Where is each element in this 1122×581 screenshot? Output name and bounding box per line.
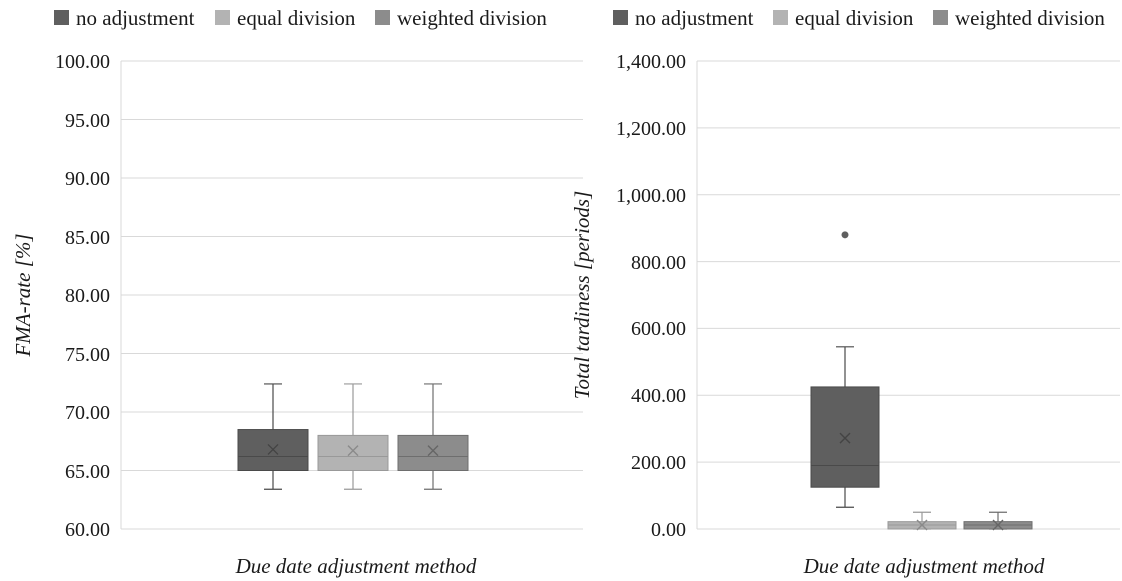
legend-swatch-no-adjustment <box>54 10 69 25</box>
legend-swatch-weighted-division <box>375 10 390 25</box>
box-iqr <box>397 434 469 471</box>
y-axis-ticks: 1,400.00 1,200.00 1,000.00 800.00 600.00… <box>616 51 686 541</box>
y-tick-label: 200.00 <box>631 452 686 474</box>
y-tick-label: 0.00 <box>651 519 686 541</box>
legend-swatch-equal-division <box>215 10 230 25</box>
y-tick-label: 100.00 <box>55 51 110 73</box>
mean-marker <box>839 432 851 444</box>
y-tick-label: 95.00 <box>65 110 110 132</box>
y-axis-title: FMA-rate [%] <box>11 233 35 357</box>
mean-marker <box>916 519 928 531</box>
legend-label-equal-division: equal division <box>795 6 914 30</box>
mean-marker <box>992 519 1004 531</box>
boxes <box>810 231 1033 531</box>
mean-marker <box>267 443 279 455</box>
legend-swatch-equal-division <box>773 10 788 25</box>
chart-total-tardiness: no adjustment equal division weighted di… <box>570 6 1120 578</box>
y-tick-label: 75.00 <box>65 344 110 366</box>
legend: no adjustment equal division weighted di… <box>613 6 1105 30</box>
boxes <box>237 383 469 490</box>
mean-marker <box>347 445 359 457</box>
gridlines <box>121 60 583 530</box>
y-tick-label: 60.00 <box>65 519 110 541</box>
legend-label-no-adjustment: no adjustment <box>635 6 754 30</box>
y-tick-label: 600.00 <box>631 318 686 340</box>
y-tick-label: 80.00 <box>65 285 110 307</box>
y-tick-label: 90.00 <box>65 168 110 190</box>
box-no-adjustment <box>237 383 309 490</box>
legend-swatch-no-adjustment <box>613 10 628 25</box>
mean-marker <box>427 445 439 457</box>
box-equal-division <box>887 511 957 531</box>
y-tick-label: 1,200.00 <box>616 118 686 140</box>
box-weighted-division <box>397 383 469 490</box>
box-weighted-division <box>963 511 1033 531</box>
legend-label-weighted-division: weighted division <box>397 6 547 30</box>
gridlines <box>697 60 1120 530</box>
x-axis-title: Due date adjustment method <box>803 554 1045 578</box>
y-tick-label: 70.00 <box>65 402 110 424</box>
y-tick-label: 1,400.00 <box>616 51 686 73</box>
y-tick-label: 85.00 <box>65 227 110 249</box>
box-iqr <box>317 434 389 471</box>
legend-label-no-adjustment: no adjustment <box>76 6 195 30</box>
y-tick-label: 65.00 <box>65 461 110 483</box>
x-axis-title: Due date adjustment method <box>235 554 477 578</box>
y-tick-label: 1,000.00 <box>616 185 686 207</box>
chart-fma-rate: no adjustment equal division weighted di… <box>11 6 583 578</box>
y-tick-label: 400.00 <box>631 385 686 407</box>
legend-label-equal-division: equal division <box>237 6 356 30</box>
y-tick-label: 800.00 <box>631 252 686 274</box>
box-iqr <box>810 386 880 488</box>
box-no-adjustment <box>810 231 880 508</box>
y-axis-title: Total tardiness [periods] <box>570 191 594 400</box>
legend: no adjustment equal division weighted di… <box>54 6 547 30</box>
legend-label-weighted-division: weighted division <box>955 6 1105 30</box>
box-equal-division <box>317 383 389 490</box>
outlier-point <box>841 231 849 239</box>
y-axis-ticks: 100.00 95.00 90.00 85.00 80.00 75.00 70.… <box>55 51 110 541</box>
legend-swatch-weighted-division <box>933 10 948 25</box>
